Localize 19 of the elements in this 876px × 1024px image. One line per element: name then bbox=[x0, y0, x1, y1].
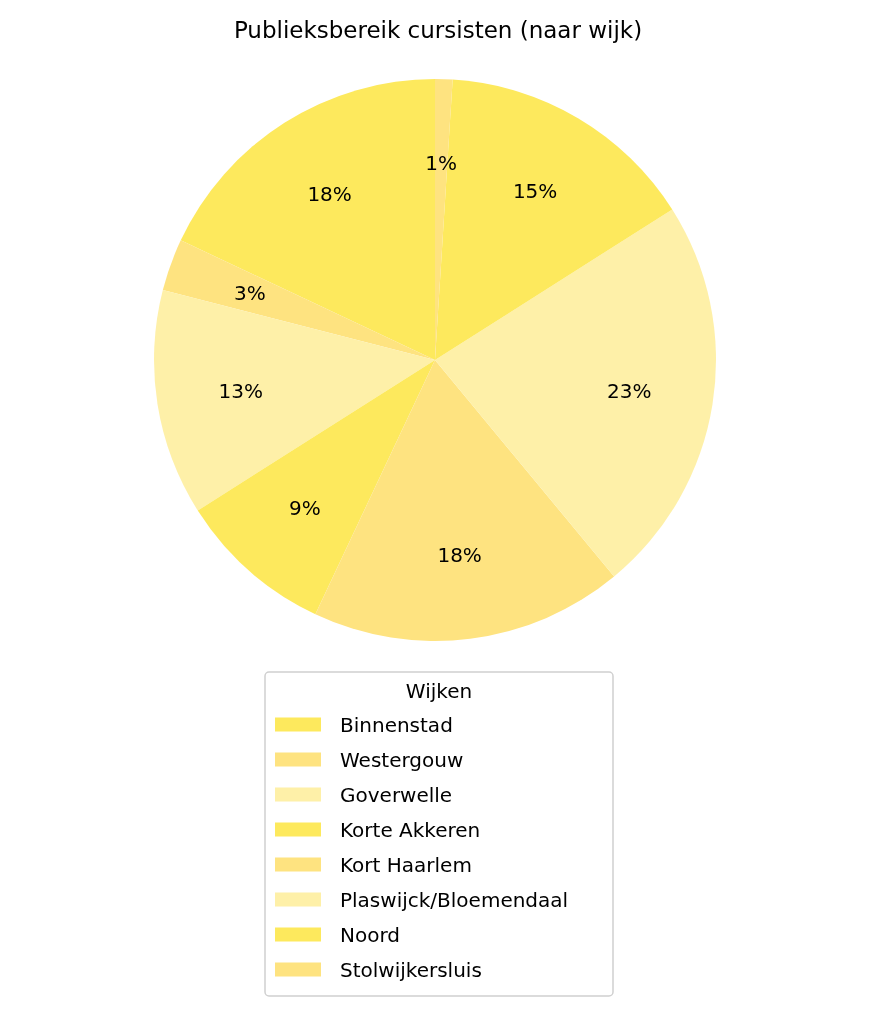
legend-label: Stolwijkersluis bbox=[340, 957, 482, 982]
data-label: 13% bbox=[218, 378, 263, 403]
data-label: 3% bbox=[234, 281, 266, 306]
legend-label: Goverwelle bbox=[340, 782, 453, 807]
legend-label: Kort Haarlem bbox=[340, 852, 472, 877]
legend-label: Binnenstad bbox=[340, 712, 453, 737]
pie-slice bbox=[162, 240, 435, 360]
legend-label: Noord bbox=[340, 922, 400, 947]
data-label: 9% bbox=[289, 495, 321, 520]
chart-title: Publieksbereik cursisten (naar wijk) bbox=[233, 17, 643, 44]
data-label: 1% bbox=[425, 151, 458, 176]
legend-label: Plaswijck/Bloemendaal bbox=[340, 887, 569, 912]
data-label: 18% bbox=[307, 181, 352, 206]
legend-label: Westergouw bbox=[340, 747, 464, 772]
legend-label: Korte Akkeren bbox=[340, 817, 481, 842]
legend-title: Wijken bbox=[405, 679, 473, 703]
data-label: 15% bbox=[512, 178, 558, 203]
data-label: 18% bbox=[437, 543, 482, 568]
data-label: 23% bbox=[607, 378, 652, 403]
